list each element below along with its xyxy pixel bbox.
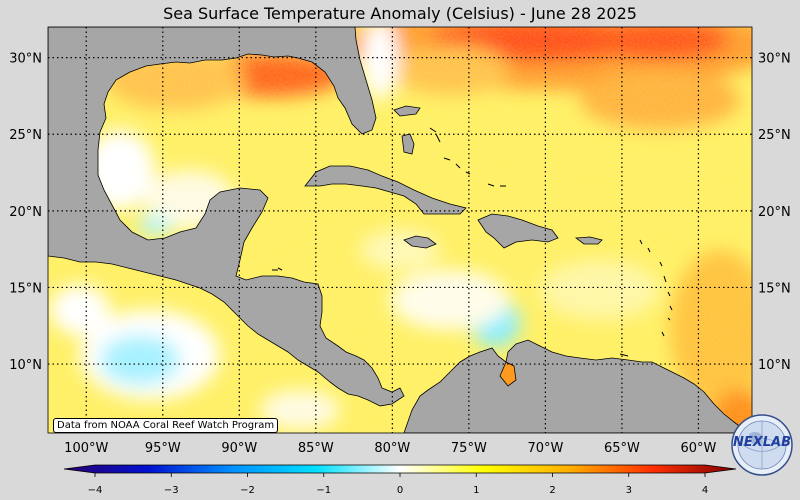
lon-label: 80°W <box>374 441 410 456</box>
bahamas-grand <box>393 105 421 117</box>
lon-label: 60°W <box>680 441 716 456</box>
logo-text: NEXLAB <box>732 435 792 450</box>
map-title: Sea Surface Temperature Anomaly (Celsius… <box>163 4 637 23</box>
colorbar-tick-label: 0 <box>397 485 403 496</box>
cuba-island <box>304 165 467 215</box>
colorbar-tick-label: −1 <box>316 485 331 496</box>
puerto-rico-island <box>574 236 603 245</box>
globe-icon <box>731 414 793 476</box>
lon-label: 70°W <box>527 441 563 456</box>
colorbar-tick-label: 4 <box>702 485 708 496</box>
maracaibo-lake <box>499 361 517 387</box>
lat-label-left: 15°N <box>9 281 42 296</box>
jamaica-island <box>403 235 437 249</box>
lat-label-left: 20°N <box>9 205 42 220</box>
lon-label: 100°W <box>64 441 108 456</box>
colorbar-tick-label: 1 <box>473 485 479 496</box>
lat-labels-right: 30°N 25°N 20°N 15°N 10°N <box>758 52 791 373</box>
lon-label: 65°W <box>604 441 640 456</box>
colorbar-tick-label: −4 <box>88 485 103 496</box>
lat-label-right: 25°N <box>758 128 791 143</box>
small-islands <box>272 127 673 357</box>
lon-label: 90°W <box>221 441 257 456</box>
lon-labels: 100°W 95°W 90°W 85°W 80°W 75°W 70°W 65°W 60°W <box>64 441 716 456</box>
lat-label-left: 30°N <box>9 52 42 67</box>
lat-label-right: 10°N <box>758 358 791 373</box>
ocean-anomaly-field <box>48 27 752 433</box>
nexlab-globe-logo: NEXLAB <box>731 414 793 476</box>
landmasses <box>48 27 752 433</box>
south-america-land <box>403 339 752 433</box>
colorbar-tick-label: −2 <box>240 485 255 496</box>
map-frame <box>47 26 753 434</box>
lat-labels-left: 30°N 25°N 20°N 15°N 10°N <box>9 52 42 373</box>
colorbar-tick-label: 2 <box>549 485 555 496</box>
lon-label: 85°W <box>298 441 334 456</box>
colorbar: −4 −3 −2 −1 0 1 2 3 4 <box>63 464 737 496</box>
hispaniola-island <box>477 213 559 249</box>
colorbar-tick-label: −3 <box>164 485 179 496</box>
data-credit-label: Data from NOAA Coral Reef Watch Program <box>53 418 279 433</box>
lon-label: 95°W <box>145 441 181 456</box>
colorbar-tick-label: 3 <box>626 485 632 496</box>
north-central-america-land <box>48 27 405 407</box>
lat-label-left: 25°N <box>9 128 42 143</box>
lat-label-right: 15°N <box>758 281 791 296</box>
lon-label: 75°W <box>451 441 487 456</box>
lat-label-left: 10°N <box>9 358 42 373</box>
lat-label-right: 30°N <box>758 52 791 67</box>
gridlines <box>48 27 752 433</box>
lat-label-right: 20°N <box>758 205 791 220</box>
